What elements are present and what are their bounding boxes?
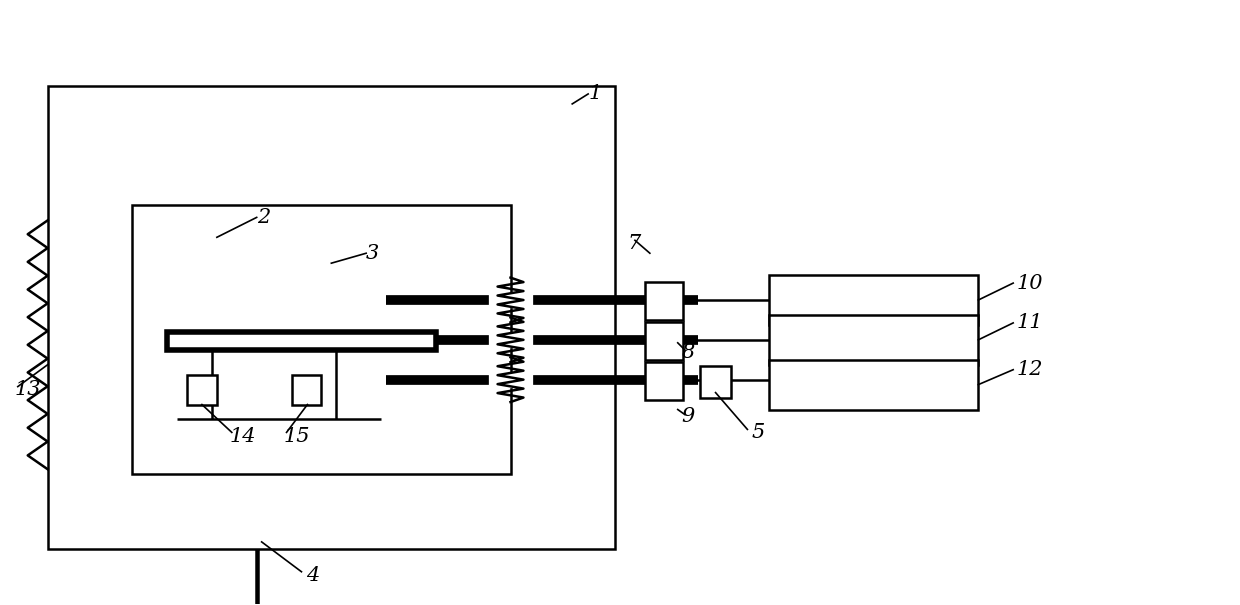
Text: 15: 15 xyxy=(284,427,310,446)
Text: 11: 11 xyxy=(1016,313,1043,332)
Text: 9: 9 xyxy=(682,407,694,426)
Text: 3: 3 xyxy=(366,244,379,263)
Bar xyxy=(291,374,321,405)
Text: 12: 12 xyxy=(1016,360,1043,379)
Bar xyxy=(47,86,615,549)
Text: 14: 14 xyxy=(229,427,257,446)
Text: 5: 5 xyxy=(751,423,765,442)
Text: 7: 7 xyxy=(627,234,641,253)
Bar xyxy=(187,374,217,405)
Bar xyxy=(645,322,683,360)
Bar xyxy=(769,360,978,410)
Text: 2: 2 xyxy=(257,208,270,227)
Text: 13: 13 xyxy=(15,380,41,399)
Text: 8: 8 xyxy=(682,343,694,362)
Bar xyxy=(769,275,978,325)
Bar xyxy=(645,362,683,399)
Bar xyxy=(699,365,732,397)
Bar xyxy=(167,332,435,350)
Bar xyxy=(133,206,511,474)
Text: 4: 4 xyxy=(306,566,320,585)
Bar xyxy=(645,282,683,320)
Bar xyxy=(769,315,978,365)
Text: 1: 1 xyxy=(588,85,601,103)
Text: 10: 10 xyxy=(1016,273,1043,293)
